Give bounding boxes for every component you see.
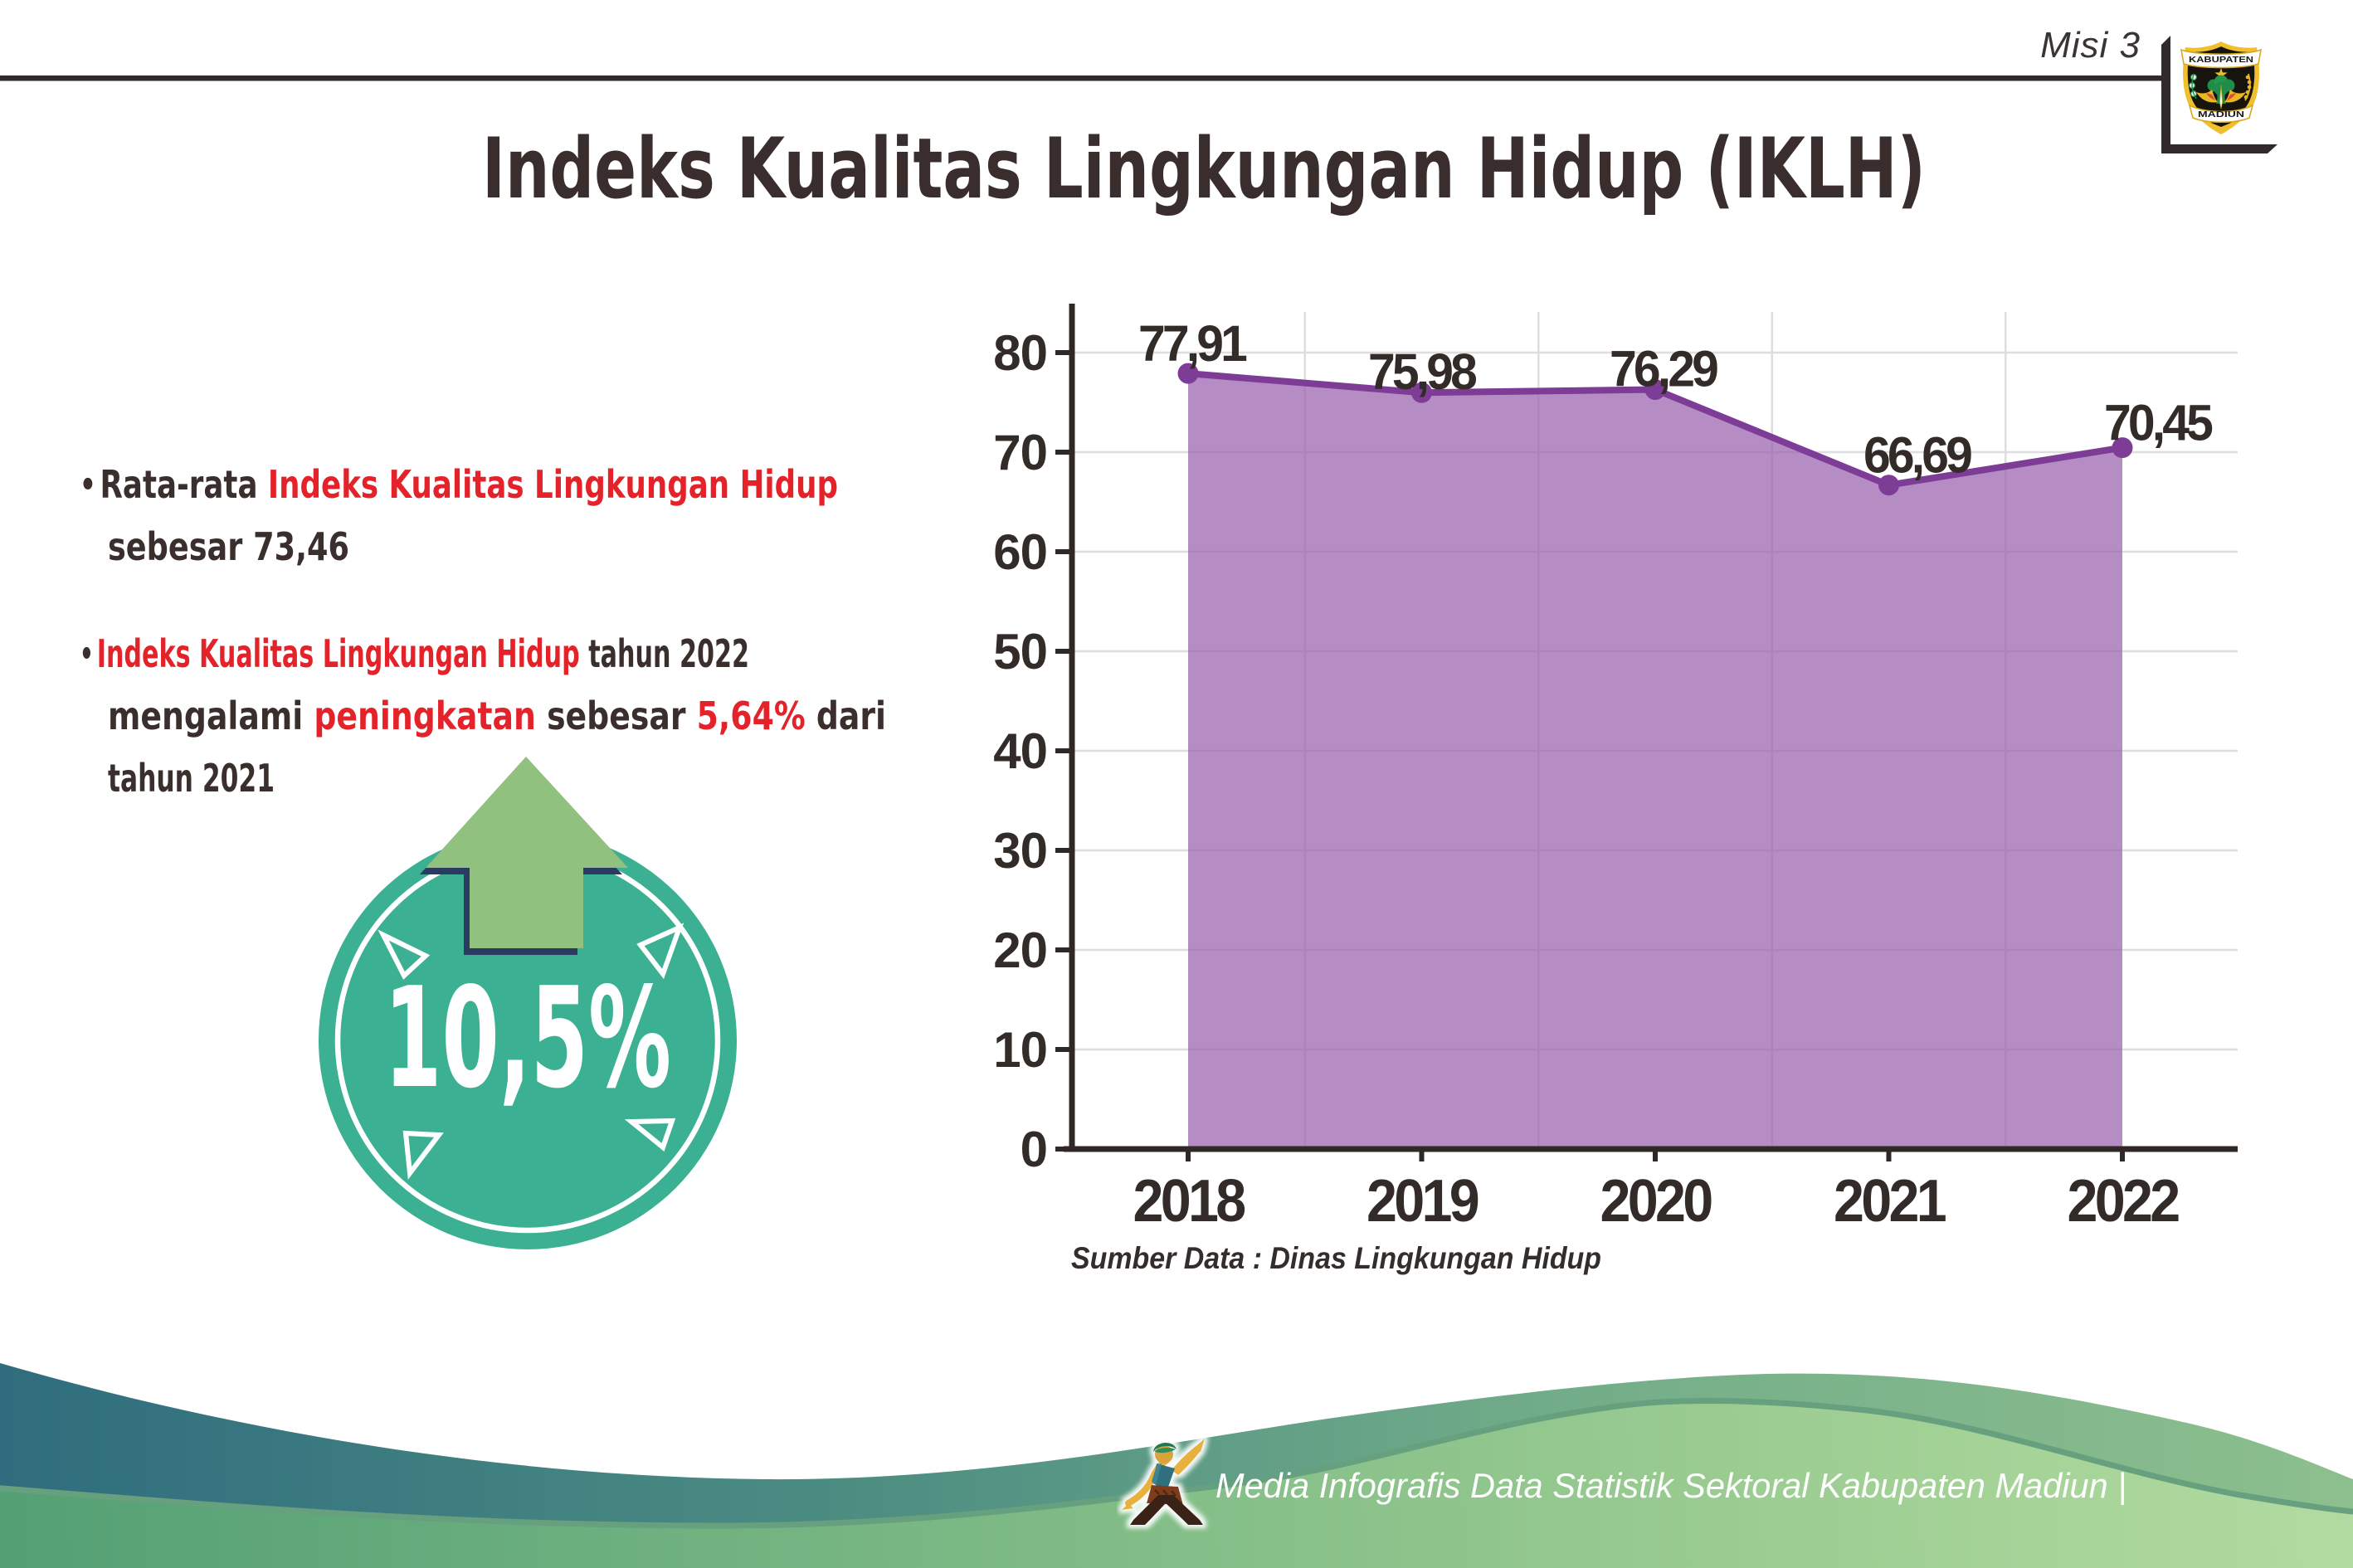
y-tick-label: 50 [993,624,1047,679]
y-tick [1055,549,1072,554]
x-tick [1653,1152,1658,1161]
area-fill [1188,373,2122,1147]
page-title: Indeks Kualitas Lingkungan Hidup (IKLH) [482,119,1926,217]
data-point-2022 [2112,437,2133,459]
emblem-bottom-ornament [2211,123,2231,132]
y-tick [1055,848,1072,853]
data-point-2020 [1644,379,1666,401]
y-axis-line [1069,304,1075,1152]
bullet2-line1: •Indeks Kualitas Lingkungan Hidup tahun … [80,631,749,676]
emblem-bottom-banner [2188,104,2254,123]
bullet2-line3: tahun 2021 [108,756,275,801]
iklh-area-chart: 0 10 20 30 40 50 60 70 80 2018 2019 2020 2021 2022 77,… [993,304,2238,1234]
data-point-2021 [1878,475,1899,496]
point-label: 75,98 [1368,343,1477,400]
emblem-bottom-banner-text: MADIUN [2198,110,2244,119]
footer-wave-front [0,1398,2353,1568]
bullet2-line2: mengalami peningkatan sebesar 5,64% dari [108,694,886,738]
y-tick-label: 80 [993,325,1047,381]
x-tick-label: 2022 [2068,1168,2180,1234]
x-tick [1886,1152,1892,1161]
y-tick-label: 10 [993,1022,1047,1078]
x-tick-label: 2021 [1834,1168,1946,1234]
x-tick-label: 2018 [1133,1168,1245,1234]
emblem-wings-icon [2196,85,2246,110]
y-tick-label: 20 [993,923,1047,978]
bullet-icon: • [80,466,96,504]
footer-mascot-logo [1122,1439,1205,1525]
bullet-icon: • [80,635,94,674]
point-label: 70,45 [2104,395,2213,451]
mission-label: Misi 3 [2040,25,2141,66]
x-tick [1419,1152,1425,1161]
y-tick [1055,649,1072,654]
y-tick [1055,748,1072,753]
y-tick-label: 30 [993,823,1047,879]
x-axis-line [1064,1146,2238,1152]
badge-spark-triangles [378,923,684,1180]
point-label: 76,29 [1610,341,1717,397]
y-tick [1055,1047,1072,1052]
y-tick [1055,350,1072,355]
y-tick [1055,1147,1072,1152]
x-tick [2120,1152,2125,1161]
badge-value: 10,5% [384,958,671,1119]
y-tick-label: 60 [993,524,1047,580]
x-tick-label: 2019 [1366,1168,1479,1234]
emblem-top-banner [2180,48,2263,69]
up-arrow-icon [420,757,628,955]
y-tick-label: 0 [1021,1122,1047,1177]
bullet1-line1: • Rata-rata Indeks Kualitas Lingkungan Hi… [80,462,838,507]
point-label: 66,69 [1863,427,1971,484]
y-tick [1055,947,1072,952]
kabupaten-madiun-emblem: KABUPATEN [2180,41,2263,134]
emblem-rice-icon [2243,73,2252,101]
x-tick-label: 2020 [1600,1168,1712,1234]
data-point-2018 [1177,363,1199,384]
growth-badge: 10,5% [319,757,737,1249]
y-tick [1055,450,1072,455]
point-label: 77,91 [1138,315,1247,372]
y-tick-label: 40 [993,723,1047,779]
badge-circle [319,831,737,1249]
header-corner-bracket [0,36,2277,153]
emblem-star-icon [2214,68,2228,80]
x-tick [1186,1152,1191,1161]
footer-caption: Media Infografis Data Statistik Sektoral… [1215,1466,2126,1505]
emblem-top-banner-text: KABUPATEN [2189,55,2253,65]
emblem-cotton-icon [2189,73,2198,100]
data-point-2019 [1411,382,1432,403]
chart-source-note: Sumber Data : Dinas Lingkungan Hidup [1071,1241,1601,1275]
y-tick-label: 70 [993,425,1047,480]
bullet1-line2: sebesar 73,46 [108,524,349,569]
